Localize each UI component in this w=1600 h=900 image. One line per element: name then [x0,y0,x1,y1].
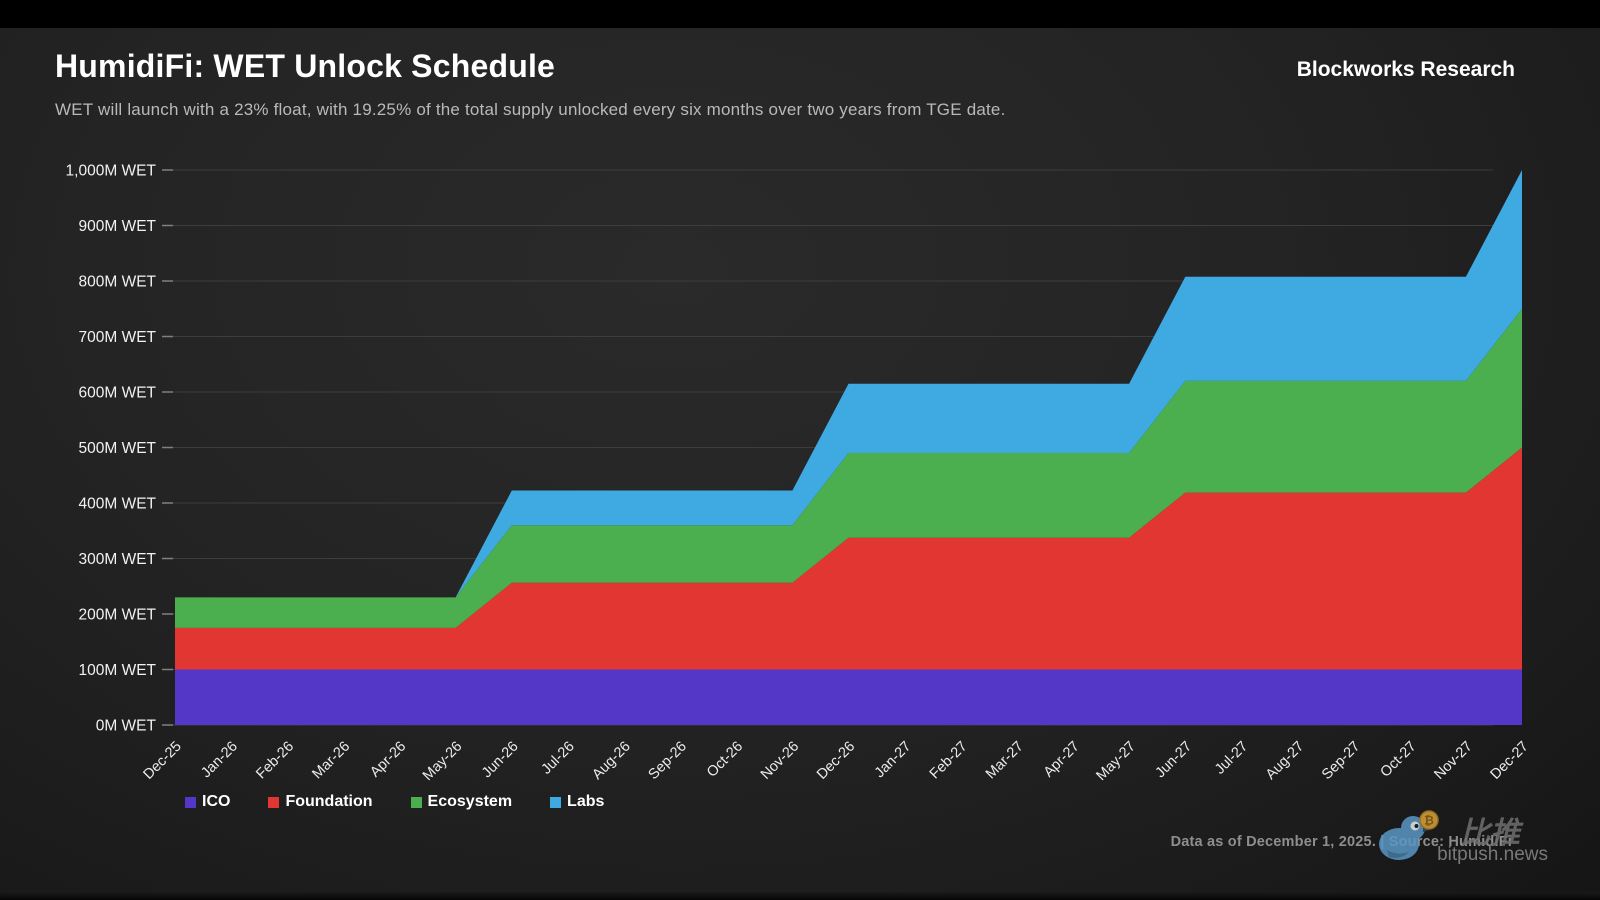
svg-text:Feb-26: Feb-26 [253,739,297,783]
legend-item-labs: Labs [550,793,604,811]
x-axis-label: Apr-27 [1041,739,1083,781]
area-band-foundation [175,447,1522,670]
legend-swatch-icon [268,796,280,808]
svg-text:Jun-27: Jun-27 [1152,739,1195,782]
top-black-strip [0,0,1600,28]
svg-text:Nov-27: Nov-27 [1431,739,1475,783]
x-axis-label: Feb-27 [927,739,971,783]
x-axis-label: Jan-27 [872,739,915,782]
legend-label: Labs [567,793,605,810]
chart-subtitle: WET will launch with a 23% float, with 1… [55,100,1006,119]
area-band-labs [175,170,1522,598]
x-axis-label: Jun-26 [479,739,522,782]
x-axis-label: Aug-27 [1263,739,1307,783]
x-axis-label: May-27 [1093,739,1139,785]
x-axis-label: Sep-26 [646,739,690,783]
x-axis-label: Mar-26 [309,739,353,783]
svg-text:Dec-26: Dec-26 [814,739,858,783]
svg-text:Jan-26: Jan-26 [198,739,241,782]
svg-text:Oct-26: Oct-26 [704,739,746,781]
svg-text:Aug-27: Aug-27 [1263,739,1307,783]
x-axis-label: Jul-26 [538,739,577,778]
x-axis-label: Jan-26 [198,739,241,782]
area-band-ico [175,669,1522,725]
y-axis-label: 0M WET [96,718,157,735]
x-axis-label: Dec-25 [140,739,184,783]
svg-text:Jan-27: Jan-27 [872,739,915,782]
y-axis-label: 700M WET [78,329,156,346]
y-axis-label: 100M WET [78,662,156,679]
legend-item-foundation: Foundation [268,793,373,811]
legend-label: Ecosystem [427,793,513,810]
svg-text:May-27: May-27 [1093,739,1139,785]
y-axis-label: 500M WET [78,440,156,457]
x-axis-label: Jun-27 [1152,739,1195,782]
x-axis-label: Dec-26 [814,739,858,783]
brand-logo-text: Blockworks Research [1296,58,1515,81]
chart-legend: ICO Foundation Ecosystem Labs [185,793,604,811]
x-axis-label: Mar-27 [983,739,1027,783]
y-axis-label: 400M WET [78,496,156,513]
x-axis-label: Oct-27 [1378,739,1420,781]
svg-text:Dec-27: Dec-27 [1487,739,1531,783]
area-band-ecosystem [175,308,1522,628]
legend-swatch-icon [185,796,196,808]
y-axis-label: 300M WET [78,551,156,568]
svg-text:May-26: May-26 [420,739,466,785]
legend-label: Foundation [285,793,373,810]
x-axis-label: Aug-26 [589,739,633,783]
page-title: HumidiFi: WET Unlock Schedule [55,48,556,84]
legend-swatch-icon [550,796,562,808]
y-axis-label: 900M WET [78,218,156,235]
source-note: Data as of December 1, 2025. | Source: H… [1170,834,1512,850]
svg-text:Mar-26: Mar-26 [309,739,353,783]
legend-label: ICO [202,793,231,810]
x-axis-label: Nov-27 [1431,739,1475,783]
x-axis-label: May-26 [420,739,466,785]
svg-text:Feb-27: Feb-27 [927,739,971,783]
svg-text:Apr-27: Apr-27 [1041,739,1083,781]
y-axis-label: 600M WET [78,385,156,402]
x-axis-label: Feb-26 [253,739,297,783]
bottom-strip [0,892,1600,900]
x-axis-label: Dec-27 [1487,739,1531,783]
legend-item-ico: ICO [185,793,230,811]
x-axis-label: Apr-26 [367,739,409,781]
svg-text:Dec-25: Dec-25 [140,739,184,783]
svg-text:Jul-27: Jul-27 [1212,739,1251,778]
svg-text:Sep-27: Sep-27 [1319,739,1363,783]
y-axis-label: 800M WET [78,274,156,291]
svg-text:Nov-26: Nov-26 [758,739,802,783]
legend-item-ecosystem: Ecosystem [410,793,513,811]
x-axis-label: Nov-26 [758,739,802,783]
svg-text:Aug-26: Aug-26 [589,739,633,783]
svg-text:Jul-26: Jul-26 [538,739,577,778]
y-axis-label: 200M WET [78,607,156,624]
svg-text:Jun-26: Jun-26 [479,739,522,782]
svg-text:Oct-27: Oct-27 [1378,739,1420,781]
svg-text:Sep-26: Sep-26 [646,739,690,783]
legend-swatch-icon [410,796,422,808]
y-axis-label: 1,000M WET [66,163,157,180]
x-axis-label: Oct-26 [704,739,746,781]
x-axis-label: Sep-27 [1319,739,1363,783]
x-axis-label: Jul-27 [1212,739,1251,778]
svg-text:Apr-26: Apr-26 [367,739,409,781]
svg-text:Mar-27: Mar-27 [983,739,1027,783]
